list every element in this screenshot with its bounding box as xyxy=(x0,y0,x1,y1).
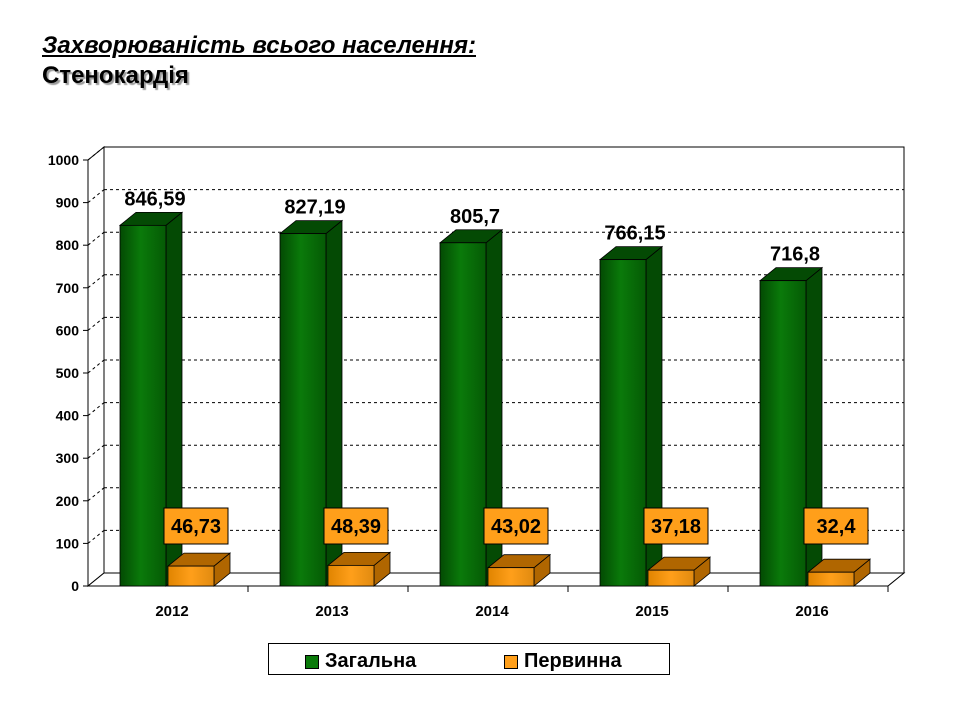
x-tick-label: 2015 xyxy=(635,603,668,620)
data-label-series1: 766,15 xyxy=(604,223,665,245)
y-tick-label: 300 xyxy=(56,450,80,466)
bar-series1 xyxy=(598,245,664,587)
bar-series1 xyxy=(118,211,184,587)
y-tick-label: 700 xyxy=(56,280,80,296)
x-tick-label: 2016 xyxy=(795,603,828,620)
y-tick-label: 600 xyxy=(56,322,80,338)
bar-chart: 0 100 200 300 400 500 600 700 800 900 1000 846,59 46… xyxy=(48,145,906,620)
legend-item-series2: Первинна xyxy=(504,650,622,673)
y-tick-label: 800 xyxy=(56,237,80,253)
chart-legend: Загальна Первинна xyxy=(268,643,670,675)
bar-series2 xyxy=(806,558,872,587)
data-label-series2: 46,73 xyxy=(171,516,221,538)
data-label-box-series2 xyxy=(163,507,229,545)
x-tick-label: 2013 xyxy=(315,603,348,620)
legend-label-series1: Загальна xyxy=(325,650,417,672)
data-label-series1: 846,59 xyxy=(124,188,185,210)
data-label-series1: 716,8 xyxy=(770,244,820,266)
data-label-series2: 32,4 xyxy=(817,516,857,538)
y-tick-label: 400 xyxy=(56,408,80,424)
data-label-series2: 43,02 xyxy=(491,516,541,538)
chart-title: Захворюваність всього населення: xyxy=(42,32,476,59)
chart-subtitle: Стенокардія xyxy=(42,62,189,89)
side-wall xyxy=(87,145,105,588)
data-label-box-series2 xyxy=(643,507,709,545)
bar-series1 xyxy=(438,228,504,587)
legend-swatch-series2 xyxy=(504,654,518,669)
bar-series1 xyxy=(278,219,344,587)
data-label-box-series2 xyxy=(483,507,549,545)
y-tick-label: 900 xyxy=(56,195,80,211)
y-tick-label: 1000 xyxy=(48,152,79,168)
data-label-series2: 48,39 xyxy=(331,516,381,538)
data-label-series1: 805,7 xyxy=(450,206,500,228)
bar-series2 xyxy=(326,551,392,587)
legend-item-series1: Загальна xyxy=(305,650,416,673)
data-label-series1: 827,19 xyxy=(284,197,345,219)
x-tick-label: 2012 xyxy=(155,603,188,620)
bar-series2 xyxy=(166,552,232,587)
y-tick-label: 100 xyxy=(56,535,80,551)
y-tick-label: 200 xyxy=(56,493,80,509)
y-tick-label: 500 xyxy=(56,365,80,381)
data-label-box-series2 xyxy=(323,507,389,545)
legend-swatch-series1 xyxy=(305,654,319,669)
legend-label-series2: Первинна xyxy=(524,650,622,672)
bar-series2 xyxy=(486,553,552,587)
data-label-series2: 37,18 xyxy=(651,516,701,538)
y-tick-label: 0 xyxy=(71,578,79,594)
bar-series2 xyxy=(646,556,712,587)
data-label-box-series2 xyxy=(803,507,869,545)
x-tick-label: 2014 xyxy=(475,603,509,620)
